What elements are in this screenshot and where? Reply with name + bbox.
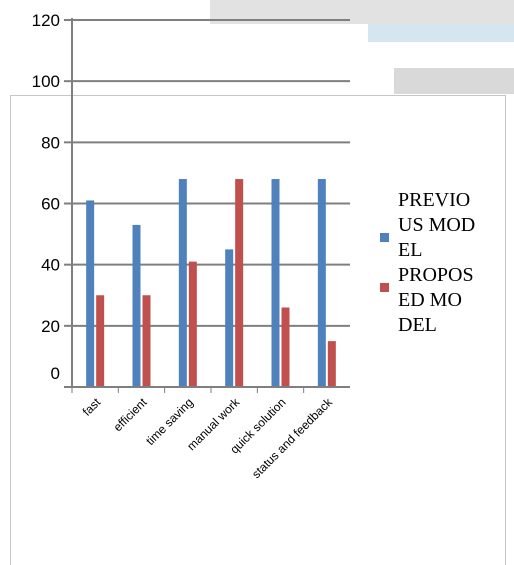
x-tick-label-fast: fast	[80, 395, 104, 419]
x-tick-label-status-and-feedback: status and feedback	[249, 395, 336, 482]
y-tick-label-120: 120	[32, 11, 60, 30]
bar-previous-quick-solution	[271, 179, 280, 387]
x-tick-label-efficient: efficient	[111, 395, 150, 434]
y-tick-label-20: 20	[41, 317, 60, 336]
legend: PREVIOUS MODEL PROPOSED MODEL	[380, 188, 510, 338]
y-tick-label-0: 0	[51, 364, 60, 383]
legend-swatch-proposed	[380, 283, 389, 292]
bars	[86, 179, 336, 387]
bar-previous-manual-work	[225, 249, 234, 387]
legend-item-previous: PREVIOUS MODEL	[380, 188, 510, 263]
legend-label-proposed: PROPOSED MODEL	[398, 264, 474, 336]
background-bar-mid	[394, 68, 514, 94]
legend-label-previous: PREVIOUS MODEL	[398, 189, 476, 261]
chart-panel	[10, 95, 506, 565]
y-tick-label-40: 40	[41, 256, 60, 275]
bar-proposed-status-and-feedback	[327, 341, 336, 387]
legend-swatch-previous	[380, 233, 389, 242]
gridlines	[72, 19, 350, 327]
bar-proposed-efficient	[142, 295, 151, 387]
bar-proposed-manual-work	[235, 179, 244, 387]
axes	[64, 18, 350, 393]
y-tick-label-80: 80	[41, 133, 60, 152]
bar-proposed-fast	[96, 295, 105, 387]
bar-previous-status-and-feedback	[317, 179, 326, 387]
bar-proposed-time-saving	[188, 261, 197, 387]
background-bar-blue	[368, 24, 514, 42]
y-tick-label-60: 60	[41, 195, 60, 214]
y-tick-labels: 0 20 40 60 80 100 120	[32, 11, 60, 383]
legend-item-proposed: PROPOSED MODEL	[380, 263, 510, 338]
bar-previous-efficient	[132, 224, 141, 387]
bar-proposed-quick-solution	[281, 307, 290, 387]
bar-previous-fast	[86, 200, 95, 387]
y-tick-label-100: 100	[32, 72, 60, 91]
bar-previous-time-saving	[178, 179, 187, 387]
